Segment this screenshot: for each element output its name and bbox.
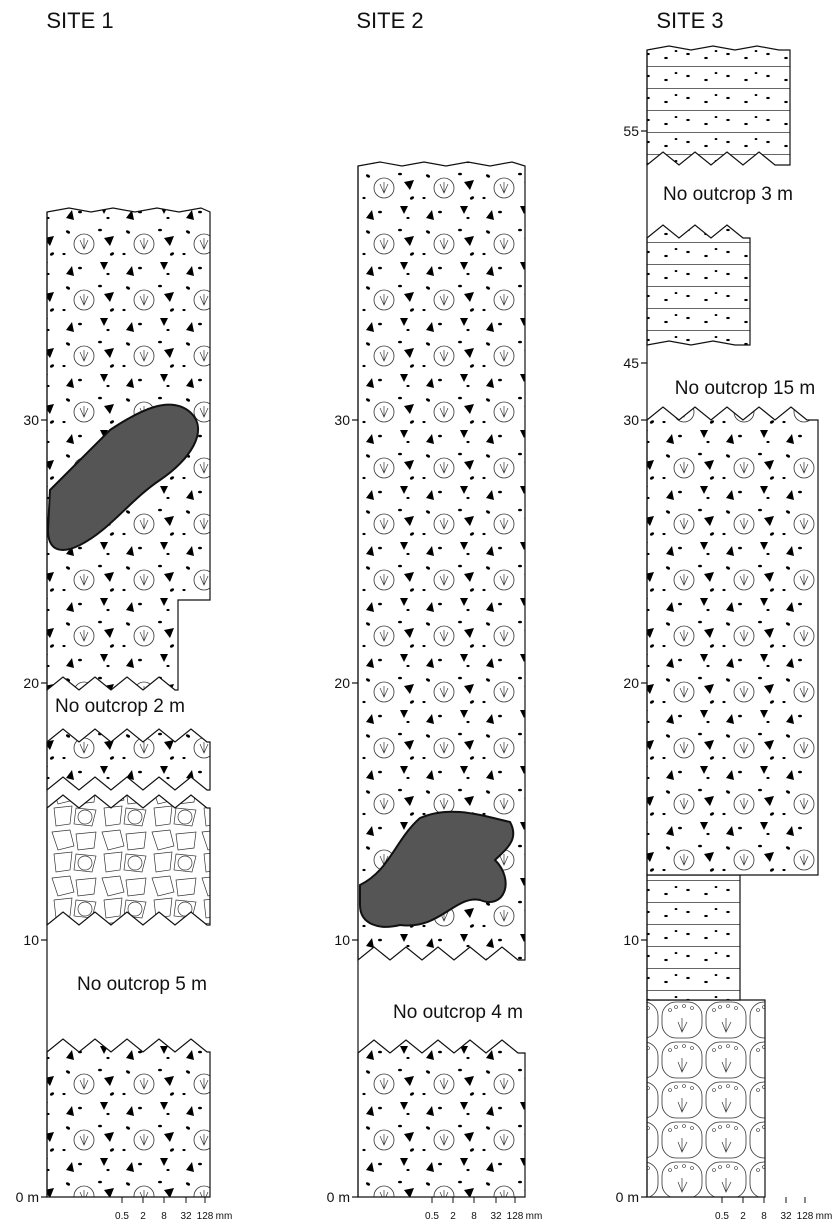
no-outcrop-label: No outcrop 2 m — [55, 696, 185, 717]
site-title: SITE 2 — [356, 8, 423, 33]
rock-unit — [47, 795, 210, 925]
rock-unit — [647, 1000, 765, 1197]
grain-size-label: 32 — [180, 1211, 192, 1222]
grain-size-label: 32 — [490, 1211, 502, 1222]
depth-label: 0 m — [616, 1189, 639, 1205]
depth-label: 10 — [334, 932, 350, 948]
grain-size-label: 2 — [740, 1211, 746, 1222]
grain-size-label: 8 — [471, 1211, 477, 1222]
rock-unit — [47, 1039, 210, 1197]
rock-unit — [358, 1040, 525, 1197]
depth-label: 30 — [623, 412, 639, 428]
depth-label: 10 — [623, 932, 639, 948]
depth-label: 20 — [623, 675, 639, 691]
grain-size-label: 0.5 — [715, 1211, 729, 1222]
depth-label: 45 — [623, 355, 639, 371]
rock-unit — [647, 46, 790, 165]
grain-size-label: 32 — [780, 1211, 792, 1222]
depth-label: 10 — [23, 932, 39, 948]
depth-label: 30 — [334, 412, 350, 428]
grain-size-label: 128 — [797, 1211, 814, 1222]
grain-size-label: 2 — [140, 1211, 146, 1222]
grain-size-label: 0.5 — [425, 1211, 439, 1222]
grain-size-label: 128 — [197, 1211, 214, 1222]
depth-label: 20 — [334, 675, 350, 691]
grain-size-label: 2 — [450, 1211, 456, 1222]
grain-size-label: mm — [216, 1211, 233, 1222]
depth-label: 30 — [23, 412, 39, 428]
grain-size-label: mm — [816, 1211, 833, 1222]
grain-size-label: 0.5 — [115, 1211, 129, 1222]
site-title: SITE 3 — [656, 8, 723, 33]
no-outcrop-label: No outcrop 5 m — [77, 974, 207, 995]
grain-size-label: 128 — [507, 1211, 524, 1222]
rock-unit — [647, 875, 740, 1000]
page: {"sites": [ {"title": "SITE 1", "scale":… — [0, 0, 838, 1230]
depth-label: 0 m — [327, 1189, 350, 1205]
rock-unit — [647, 225, 750, 345]
no-outcrop-label: No outcrop 15 m — [675, 378, 815, 399]
no-outcrop-label: No outcrop 3 m — [663, 184, 793, 205]
site-title: SITE 1 — [46, 8, 113, 33]
depth-label: 0 m — [16, 1189, 39, 1205]
no-outcrop-label: No outcrop 4 m — [393, 1002, 523, 1023]
depth-label: 20 — [23, 675, 39, 691]
depth-label: 55 — [623, 123, 639, 139]
grain-size-label: mm — [526, 1211, 543, 1222]
grain-size-label: 8 — [161, 1211, 167, 1222]
rock-unit — [47, 729, 210, 790]
stratigraphic-logs: SITE 1 0 m 10 20 30 No outcrop 2 m No outcrop … — [0, 0, 838, 1230]
rock-unit — [647, 407, 818, 875]
grain-size-label: 8 — [761, 1211, 767, 1222]
